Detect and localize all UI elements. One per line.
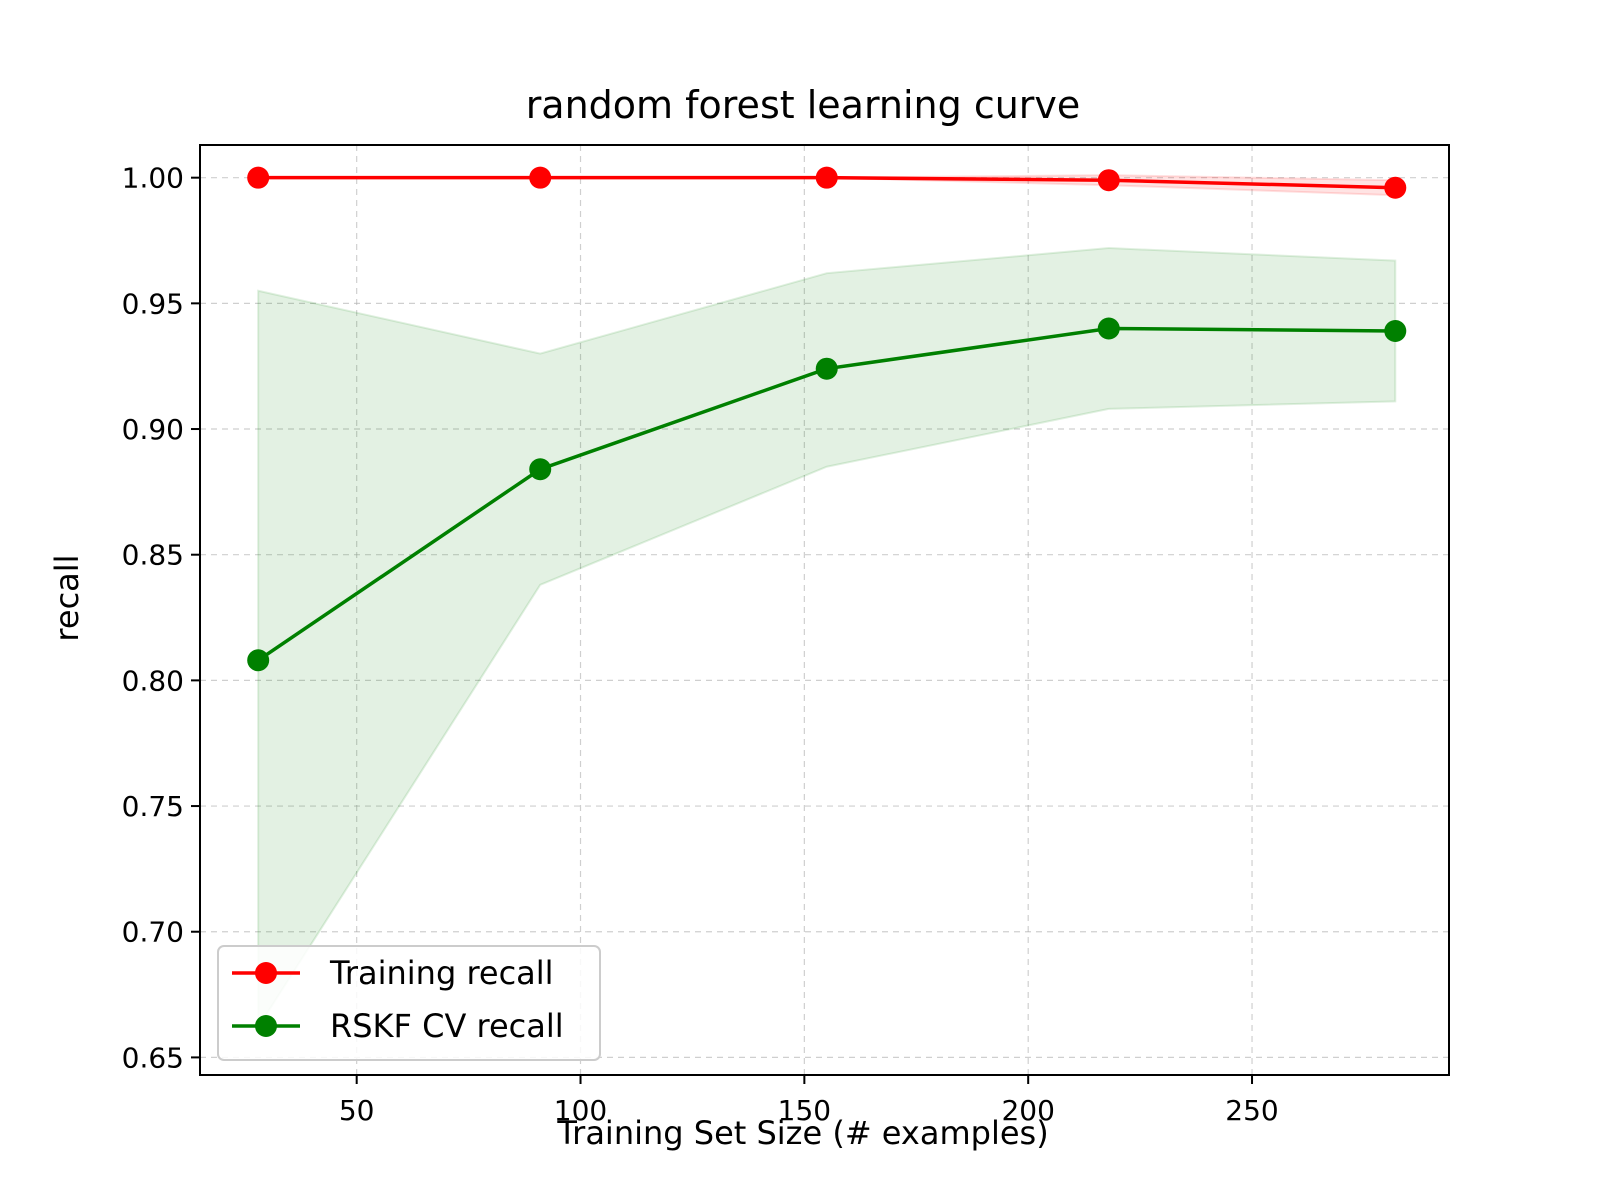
confidence-band-cv bbox=[257, 247, 1397, 1031]
x-tick-label: 150 bbox=[778, 1094, 831, 1127]
plot-frame bbox=[199, 144, 1450, 1076]
legend-marker-training bbox=[255, 962, 277, 984]
y-axis-label: recall bbox=[48, 554, 86, 641]
data-point-cv bbox=[815, 357, 838, 380]
x-tick-label: 50 bbox=[339, 1094, 375, 1127]
legend: Training recall RSKF CV recall bbox=[217, 945, 601, 1061]
x-tick-label: 250 bbox=[1225, 1094, 1278, 1127]
data-point-cv bbox=[1384, 320, 1407, 342]
y-tick-label: 0.85 bbox=[122, 539, 184, 572]
y-tick-label: 0.75 bbox=[122, 790, 184, 823]
y-tick-label: 0.65 bbox=[122, 1041, 184, 1074]
data-point-cv bbox=[529, 458, 552, 481]
data-point-training bbox=[529, 166, 552, 189]
data-point-training bbox=[815, 166, 838, 189]
y-tick-label: 0.80 bbox=[122, 664, 184, 697]
x-tick-label: 200 bbox=[1001, 1094, 1054, 1127]
series-points bbox=[247, 166, 1407, 672]
y-tick-label: 0.95 bbox=[122, 287, 184, 320]
y-tick-label: 0.90 bbox=[122, 413, 184, 446]
data-point-cv bbox=[1097, 317, 1120, 340]
x-axis-ticks: 50 100 150 200 250 bbox=[339, 1075, 1279, 1127]
data-point-training bbox=[247, 166, 270, 189]
chart-title: random forest learning curve bbox=[526, 83, 1081, 127]
x-tick-label: 100 bbox=[554, 1094, 607, 1127]
data-point-training bbox=[1384, 176, 1407, 199]
data-point-cv bbox=[247, 649, 270, 672]
x-axis-label: Training Set Size (# examples) bbox=[556, 1114, 1048, 1152]
y-tick-label: 1.00 bbox=[122, 162, 184, 195]
legend-marker-cv bbox=[255, 1015, 277, 1037]
y-axis-ticks: 0.65 0.70 0.75 0.80 0.85 0.90 0.95 1.00 bbox=[122, 162, 200, 1074]
data-point-training bbox=[1097, 169, 1120, 192]
legend-label-cv: RSKF CV recall bbox=[330, 1007, 564, 1045]
legend-box bbox=[217, 945, 601, 1061]
y-tick-label: 0.70 bbox=[122, 916, 184, 949]
legend-label-training: Training recall bbox=[329, 954, 554, 992]
grid bbox=[200, 145, 1449, 1075]
